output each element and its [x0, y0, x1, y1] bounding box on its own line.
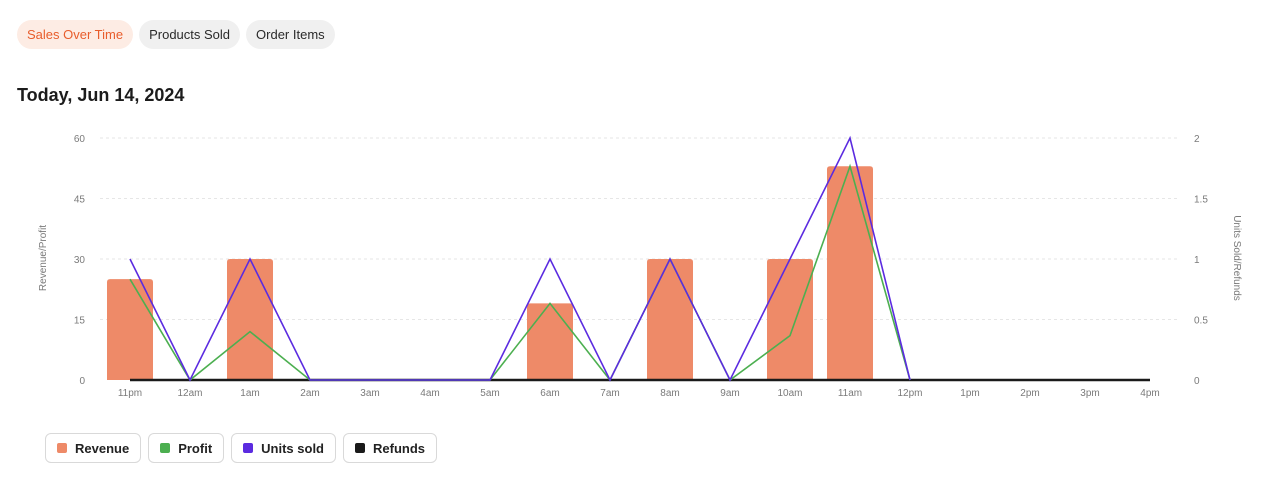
y-tick-label: 45 — [74, 195, 86, 206]
x-tick-label: 6am — [540, 388, 559, 399]
x-tick-label: 4am — [420, 388, 439, 399]
revenue-bar — [647, 259, 693, 380]
revenue-bar — [107, 279, 153, 380]
tab-order-items[interactable]: Order Items — [246, 20, 335, 49]
profit-line — [129, 163, 911, 382]
profit-swatch-icon — [160, 443, 171, 453]
y2-axis-title: Units Sold/Refunds — [1231, 215, 1242, 301]
x-tick-label: 2pm — [1020, 388, 1039, 399]
y-tick-label: 60 — [74, 134, 86, 145]
x-tick-label: 5am — [480, 388, 499, 399]
x-tick-label: 7am — [600, 388, 619, 399]
x-tick-label: 1am — [240, 388, 259, 399]
chart-legend: Revenue Profit Units sold Refunds — [45, 433, 437, 463]
tab-products-sold[interactable]: Products Sold — [139, 20, 241, 49]
x-tick-label: 11pm — [118, 388, 142, 399]
sales-chart: 0 15 30 45 60 0 0.5 1 1.5 2 Revenue/Profit Units So… — [38, 134, 1242, 399]
x-tick-label: 10am — [777, 388, 802, 399]
x-tick-label: 12pm — [897, 388, 922, 399]
x-tick-label: 2am — [300, 388, 319, 399]
x-tick-label: 4pm — [1140, 388, 1159, 399]
revenue-bar — [767, 259, 813, 380]
legend-label-refunds: Refunds — [373, 440, 425, 456]
legend-label-units-sold: Units sold — [261, 440, 324, 456]
revenue-bar — [227, 259, 273, 380]
x-tick-label: 8am — [660, 388, 679, 399]
legend-label-revenue: Revenue — [75, 440, 130, 456]
y-axis-title: Revenue/Profit — [38, 225, 49, 291]
tab-bar: Sales Over Time Products Sold Order Item… — [17, 20, 335, 49]
revenue-bar — [527, 303, 573, 380]
refunds-swatch-icon — [355, 443, 365, 453]
y-tick-label: 0 — [79, 376, 85, 387]
y-tick-label: 30 — [74, 255, 86, 266]
x-tick-label: 9am — [720, 388, 739, 399]
page-title: Today, Jun 14, 2024 — [17, 85, 185, 105]
y-tick-label: 15 — [74, 316, 86, 327]
x-tick-label: 11am — [838, 388, 862, 399]
tab-sales-over-time[interactable]: Sales Over Time — [17, 20, 134, 49]
y2-tick-label: 1 — [1194, 255, 1200, 266]
y2-tick-label: 2 — [1194, 134, 1200, 145]
x-tick-label: 12am — [177, 388, 202, 399]
legend-item-profit[interactable]: Profit — [148, 433, 225, 463]
x-tick-label: 3am — [360, 388, 379, 399]
revenue-swatch-icon — [57, 443, 67, 453]
units-sold-line — [129, 135, 911, 382]
legend-item-refunds[interactable]: Refunds — [343, 433, 437, 463]
legend-item-units-sold[interactable]: Units sold — [231, 433, 336, 463]
x-tick-label: 3pm — [1080, 388, 1099, 399]
units-sold-swatch-icon — [243, 443, 254, 453]
y2-tick-label: 0.5 — [1194, 316, 1208, 327]
revenue-bar — [827, 166, 873, 380]
legend-label-profit: Profit — [178, 440, 213, 456]
legend-item-revenue[interactable]: Revenue — [45, 433, 142, 463]
y2-tick-label: 0 — [1194, 376, 1200, 387]
x-tick-label: 1pm — [960, 388, 979, 399]
y2-tick-label: 1.5 — [1194, 195, 1208, 206]
